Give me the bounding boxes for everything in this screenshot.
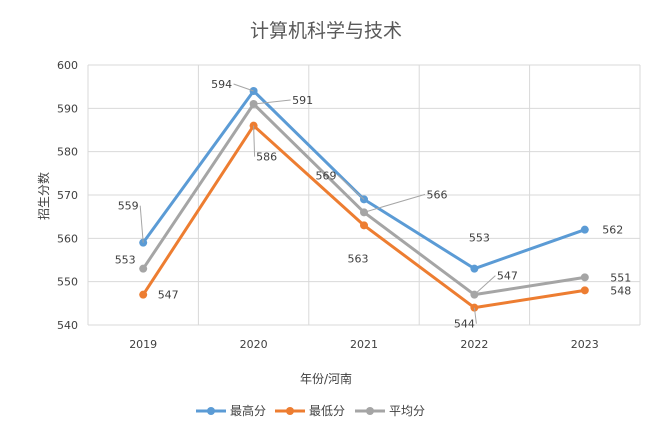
series-line: [141, 89, 587, 271]
x-axis-ticks: 2019 2020 2021 2022 2023: [129, 338, 599, 351]
data-label: 562: [602, 224, 623, 237]
series-0: [139, 87, 589, 273]
data-label: 548: [610, 284, 631, 297]
data-point[interactable]: [139, 264, 148, 273]
y-tick-label: 540: [57, 319, 78, 332]
legend-label: 最低分: [309, 404, 345, 418]
label-leader: [139, 205, 144, 243]
label-leader: [473, 307, 477, 324]
data-label: 551: [610, 271, 631, 284]
legend-swatch-marker: [286, 407, 294, 415]
legend-swatch-marker: [207, 407, 215, 415]
data-label: 566: [427, 188, 448, 201]
data-point[interactable]: [139, 290, 148, 299]
data-label: 591: [292, 94, 313, 107]
data-label: 559: [118, 200, 139, 213]
legend[interactable]: 最高分 最低分 平均分: [196, 403, 425, 418]
data-label: 594: [211, 78, 232, 91]
legend-item-2[interactable]: 平均分: [355, 404, 425, 418]
data-label: 544: [454, 318, 475, 331]
series-1: [139, 121, 589, 312]
data-point[interactable]: [580, 273, 589, 282]
grid: [87, 64, 641, 326]
data-label: 553: [115, 254, 136, 267]
label-leader: [363, 193, 426, 213]
data-label: 586: [256, 151, 277, 164]
data-label: 569: [316, 169, 337, 182]
data-point[interactable]: [360, 221, 368, 230]
label-leader: [253, 125, 256, 157]
label-leader: [233, 83, 254, 92]
y-tick-label: 550: [57, 276, 78, 289]
x-tick-label: 2022: [460, 338, 488, 351]
data-label: 563: [348, 252, 369, 265]
data-label: 547: [158, 289, 179, 302]
label-leader: [337, 174, 365, 200]
legend-item-1[interactable]: 最低分: [275, 404, 345, 418]
y-tick-label: 570: [57, 189, 78, 202]
x-tick-label: 2020: [240, 338, 268, 351]
data-label: 553: [469, 232, 490, 245]
data-point[interactable]: [249, 121, 258, 130]
y-axis-label: 招生分数: [36, 172, 51, 220]
data-label: 547: [497, 270, 518, 283]
x-tick-label: 2023: [571, 338, 599, 351]
x-tick-label: 2021: [350, 338, 378, 351]
label-leader: [253, 99, 291, 105]
legend-item-0[interactable]: 最高分: [196, 403, 266, 418]
chart-title: 计算机科学与技术: [250, 20, 402, 42]
legend-label: 平均分: [389, 404, 425, 418]
legend-label: 最高分: [230, 403, 266, 418]
label-leader: [474, 275, 496, 296]
data-point[interactable]: [580, 286, 589, 295]
x-axis-label: 年份/河南: [300, 371, 352, 386]
y-tick-label: 600: [57, 59, 78, 72]
y-tick-label: 590: [57, 102, 78, 115]
data-point[interactable]: [580, 225, 589, 234]
data-labels: 559 594 569 553 562 547 586 563 544 548 553 591 566 5…: [115, 78, 632, 331]
legend-swatch-marker: [366, 407, 374, 415]
y-tick-label: 560: [57, 232, 78, 245]
y-tick-label: 580: [57, 146, 78, 159]
data-point[interactable]: [470, 264, 479, 273]
y-axis-ticks: 540 550 560 570 580 590 600: [57, 59, 78, 332]
x-tick-label: 2019: [129, 338, 157, 351]
